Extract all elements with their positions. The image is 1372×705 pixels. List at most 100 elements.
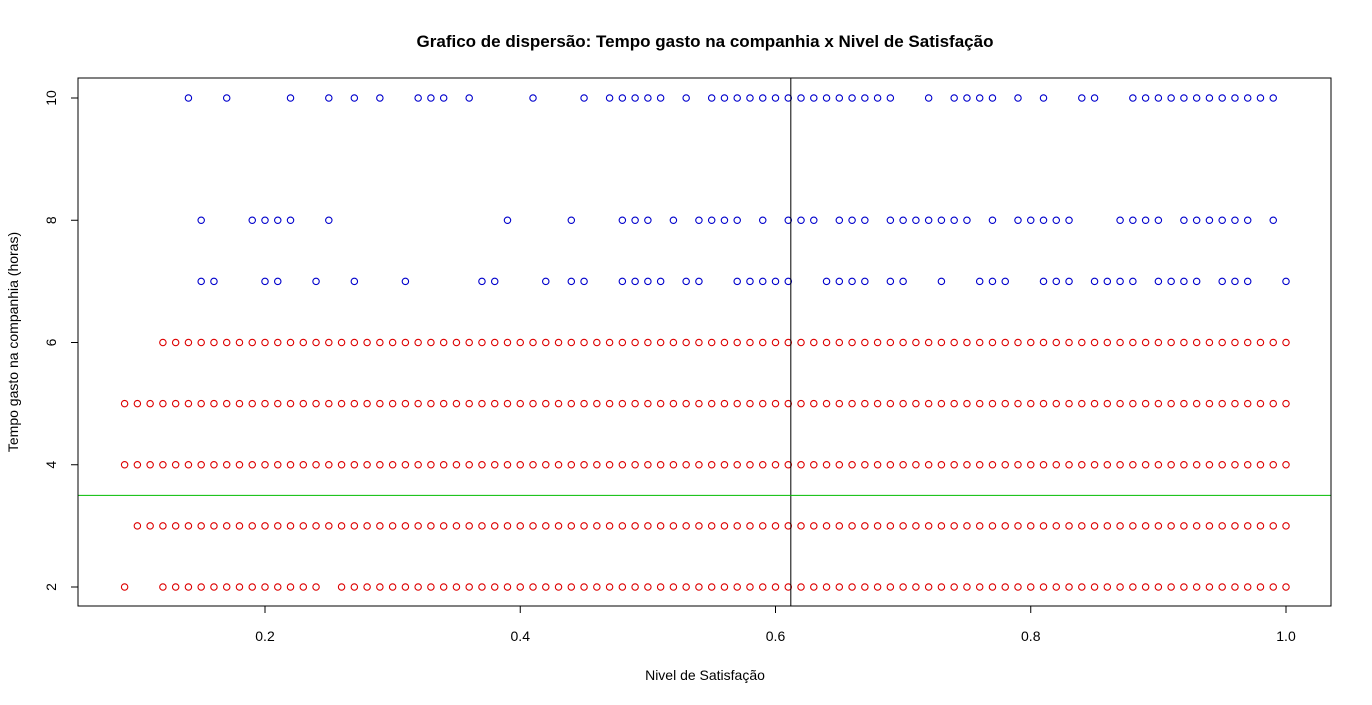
- data-point: [797, 94, 805, 102]
- data-point: [720, 460, 729, 469]
- data-point: [580, 94, 588, 102]
- data-point: [912, 583, 920, 591]
- data-point: [988, 277, 997, 286]
- data-point: [886, 277, 895, 286]
- data-point: [1141, 460, 1150, 469]
- data-point: [197, 460, 205, 469]
- data-point: [299, 583, 308, 591]
- data-point: [1218, 522, 1226, 530]
- data-point: [695, 216, 703, 225]
- data-point: [988, 399, 997, 408]
- data-point: [810, 399, 818, 408]
- data-point: [1103, 583, 1112, 591]
- data-point: [644, 399, 652, 408]
- data-point: [963, 460, 971, 469]
- data-point: [210, 277, 218, 286]
- data-point: [758, 460, 767, 469]
- data-point: [197, 338, 205, 347]
- data-point: [605, 399, 614, 408]
- data-point: [1231, 460, 1239, 469]
- data-point: [1205, 216, 1214, 225]
- data-point: [414, 522, 422, 530]
- data-point: [1014, 522, 1022, 530]
- data-point: [478, 399, 486, 408]
- data-point: [235, 522, 244, 530]
- data-point: [1116, 460, 1124, 469]
- data-point: [1129, 338, 1137, 347]
- data-point: [542, 460, 550, 469]
- data-point: [937, 583, 946, 591]
- data-point: [797, 583, 805, 591]
- data-point: [197, 583, 205, 591]
- data-point: [656, 583, 665, 591]
- data-point: [337, 460, 346, 469]
- data-point: [299, 460, 308, 469]
- data-point: [861, 338, 869, 347]
- data-point: [656, 522, 665, 530]
- data-point: [593, 460, 601, 469]
- data-point: [197, 399, 205, 408]
- data-point: [1231, 94, 1239, 102]
- data-point: [388, 399, 397, 408]
- data-point: [924, 399, 933, 408]
- data-point: [631, 583, 639, 591]
- y-tick-label: 6: [43, 338, 59, 346]
- data-point: [988, 460, 997, 469]
- data-point: [746, 338, 754, 347]
- data-point: [695, 399, 703, 408]
- data-point: [516, 522, 524, 530]
- data-point: [937, 216, 946, 225]
- data-point: [758, 399, 767, 408]
- data-point: [184, 460, 193, 469]
- data-point: [886, 94, 895, 102]
- x-tick-label: 0.6: [766, 628, 786, 644]
- data-point: [312, 277, 320, 286]
- data-point: [478, 460, 486, 469]
- data-point: [950, 216, 958, 225]
- data-point: [1243, 460, 1252, 469]
- data-point: [1103, 399, 1112, 408]
- data-point: [1103, 522, 1112, 530]
- data-point: [1243, 338, 1252, 347]
- data-point: [848, 522, 856, 530]
- data-point: [350, 583, 359, 591]
- data-point: [439, 583, 448, 591]
- data-point: [439, 338, 448, 347]
- data-point: [733, 522, 741, 530]
- data-point: [1039, 583, 1048, 591]
- data-point: [924, 338, 933, 347]
- data-point: [478, 522, 486, 530]
- data-point: [861, 399, 869, 408]
- data-point: [1039, 522, 1048, 530]
- data-point: [567, 460, 576, 469]
- data-point: [567, 338, 576, 347]
- data-point: [120, 399, 129, 408]
- data-point: [1039, 460, 1048, 469]
- data-point: [1205, 522, 1214, 530]
- data-point: [771, 399, 780, 408]
- data-point: [1014, 399, 1022, 408]
- data-point: [554, 399, 563, 408]
- data-point: [376, 583, 384, 591]
- data-point: [363, 522, 371, 530]
- data-point: [988, 216, 997, 225]
- x-tick-label: 0.2: [255, 628, 275, 644]
- data-point: [669, 338, 678, 347]
- data-point: [873, 522, 882, 530]
- data-point: [401, 460, 410, 469]
- data-point: [605, 338, 614, 347]
- data-point: [567, 216, 576, 225]
- data-point: [1205, 460, 1214, 469]
- data-point: [542, 277, 550, 286]
- data-point: [848, 460, 856, 469]
- data-point: [261, 460, 269, 469]
- data-point: [1039, 277, 1048, 286]
- data-point: [159, 522, 167, 530]
- data-point: [1090, 277, 1099, 286]
- data-point: [159, 338, 167, 347]
- data-point: [1129, 277, 1137, 286]
- data-point: [822, 460, 831, 469]
- data-point: [848, 399, 856, 408]
- data-point: [312, 522, 320, 530]
